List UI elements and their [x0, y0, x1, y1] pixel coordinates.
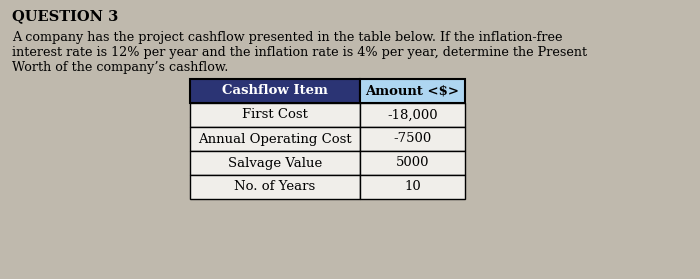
Text: Cashflow Item: Cashflow Item	[222, 85, 328, 97]
Text: 5000: 5000	[395, 157, 429, 170]
Bar	[190, 79, 360, 103]
Bar	[190, 175, 360, 199]
Text: QUESTION 3: QUESTION 3	[12, 9, 118, 23]
Bar	[360, 175, 465, 199]
Text: -7500: -7500	[393, 133, 432, 146]
Text: A company has the project cashflow presented in the table below. If the inflatio: A company has the project cashflow prese…	[12, 31, 563, 44]
Bar	[190, 151, 360, 175]
Text: Salvage Value: Salvage Value	[228, 157, 322, 170]
Bar	[360, 151, 465, 175]
Text: Amount <$>: Amount <$>	[365, 85, 459, 97]
Text: Worth of the company’s cashflow.: Worth of the company’s cashflow.	[12, 61, 228, 74]
Text: Annual Operating Cost: Annual Operating Cost	[198, 133, 352, 146]
Text: First Cost: First Cost	[242, 109, 308, 121]
Bar	[360, 79, 465, 103]
Bar	[360, 103, 465, 127]
Bar	[360, 127, 465, 151]
Bar	[190, 103, 360, 127]
Text: interest rate is 12% per year and the inflation rate is 4% per year, determine t: interest rate is 12% per year and the in…	[12, 46, 587, 59]
Bar	[190, 127, 360, 151]
Text: -18,000: -18,000	[387, 109, 438, 121]
Text: No. of Years: No. of Years	[234, 181, 316, 194]
Text: 10: 10	[404, 181, 421, 194]
